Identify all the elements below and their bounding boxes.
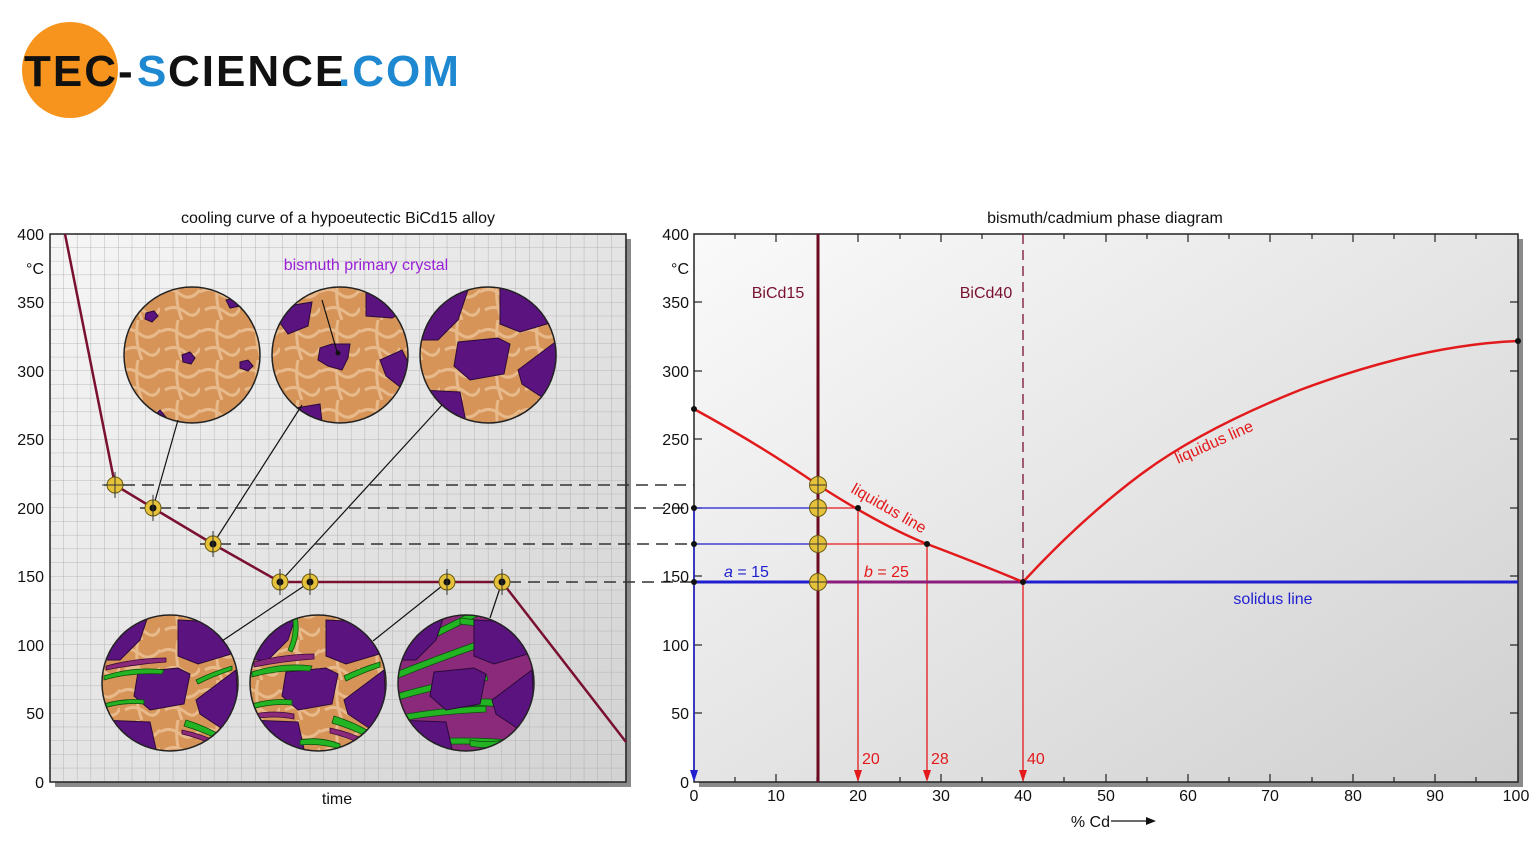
right-x-axis: 0 10 20 30 40 50 60 70 80 90 100 xyxy=(690,788,1530,805)
right-x-tick: 80 xyxy=(1344,788,1362,805)
left-y-tick: 250 xyxy=(17,432,44,449)
right-y-tick: 400 xyxy=(662,227,689,244)
marker xyxy=(809,573,827,591)
right-y-tick: 350 xyxy=(662,295,689,312)
right-x-label: % Cd xyxy=(1071,814,1110,831)
lever-a-label: a = 15 xyxy=(724,564,769,581)
right-x-tick: 30 xyxy=(932,788,950,805)
right-x-tick: 60 xyxy=(1179,788,1197,805)
left-y-tick: 0 xyxy=(35,775,44,792)
cooling-curve-chart: cooling curve of a hypoeutectic BiCd15 a… xyxy=(17,210,631,808)
marker xyxy=(438,569,456,595)
right-y-tick: 50 xyxy=(671,706,689,723)
right-chart-title: bismuth/cadmium phase diagram xyxy=(987,210,1223,227)
logo-circle xyxy=(22,22,118,118)
marker xyxy=(271,569,289,595)
liquidus-line-right xyxy=(1022,339,1519,583)
left-y-tick: 100 xyxy=(17,638,44,655)
cooling-curve-markers xyxy=(102,472,511,595)
left-y-tick: 300 xyxy=(17,364,44,381)
phase-diagram-chart: bismuth/cadmium phase diagram xyxy=(662,210,1529,831)
left-x-label: time xyxy=(322,791,352,808)
right-x-tick: 90 xyxy=(1426,788,1444,805)
left-y-tick: 200 xyxy=(17,501,44,518)
right-x-tick: 20 xyxy=(849,788,867,805)
marker xyxy=(809,476,827,494)
logo-text-tec: TEC xyxy=(24,47,118,96)
logo-text-com: .COM xyxy=(338,47,461,96)
right-x-tick: 50 xyxy=(1097,788,1115,805)
lever-a-value: = 15 xyxy=(733,564,769,581)
marker xyxy=(144,495,162,521)
blue-guide-lines xyxy=(693,507,818,772)
right-x-tick: 10 xyxy=(767,788,785,805)
right-y-tick: 250 xyxy=(662,432,689,449)
phase-diagram-markers xyxy=(809,476,827,591)
right-y-tick: 200 xyxy=(662,501,689,518)
lever-a-var: a xyxy=(724,564,733,581)
arrow-label-40: 40 xyxy=(1027,751,1045,768)
bismuth-primary-crystal-label: bismuth primary crystal xyxy=(284,257,448,274)
lever-b-var: b xyxy=(864,564,873,581)
right-x-ticks xyxy=(694,234,1518,782)
right-x-tick: 70 xyxy=(1261,788,1279,805)
primary-crystal-pointer-dot xyxy=(335,350,341,356)
liquidus-line-left xyxy=(693,407,1024,584)
lever-b-label: b = 25 xyxy=(864,564,909,581)
bicd15-label: BiCd15 xyxy=(752,285,805,302)
right-y-tick: 150 xyxy=(662,569,689,586)
right-x-tick: 40 xyxy=(1014,788,1032,805)
logo-text-cience: CIENCE xyxy=(168,47,346,96)
marker xyxy=(493,569,511,595)
logo-text-dash: - xyxy=(118,47,133,96)
marker xyxy=(809,499,827,517)
right-x-tick: 100 xyxy=(1503,788,1530,805)
right-y-tick: 300 xyxy=(662,364,689,381)
right-y-tick: 100 xyxy=(662,638,689,655)
left-chart-title: cooling curve of a hypoeutectic BiCd15 a… xyxy=(181,210,495,227)
left-y-axis: 400 °C 350 300 250 200 150 100 50 0 xyxy=(17,227,44,792)
right-y-unit: °C xyxy=(671,261,689,278)
blue-arrow-icon xyxy=(690,770,698,782)
bicd40-label: BiCd40 xyxy=(960,285,1013,302)
microstructure-circle-1 xyxy=(123,286,261,424)
x-axis-arrow-icon xyxy=(1111,817,1156,825)
right-y-tick: 0 xyxy=(680,775,689,792)
lever-b-value: = 25 xyxy=(873,564,909,581)
left-y-tick: 150 xyxy=(17,569,44,586)
arrow-label-28: 28 xyxy=(931,751,949,768)
marker xyxy=(102,472,128,498)
right-x-tick: 0 xyxy=(690,788,699,805)
arrow-label-20: 20 xyxy=(862,751,880,768)
marker xyxy=(301,569,319,595)
phase-points xyxy=(691,338,1521,585)
red-arrow-icons xyxy=(854,770,1027,782)
solidus-label: solidus line xyxy=(1233,591,1312,608)
right-y-axis: 400 °C 350 300 250 200 150 100 50 0 xyxy=(662,227,689,792)
marker xyxy=(809,535,827,553)
left-y-unit: °C xyxy=(26,261,44,278)
logo-text-s: S xyxy=(137,47,166,96)
left-y-tick: 350 xyxy=(17,295,44,312)
leader-lines xyxy=(152,299,503,642)
left-y-tick: 400 xyxy=(17,227,44,244)
site-logo: TEC - S CIENCE .COM xyxy=(22,22,461,118)
left-y-tick: 50 xyxy=(26,706,44,723)
marker xyxy=(204,531,222,557)
